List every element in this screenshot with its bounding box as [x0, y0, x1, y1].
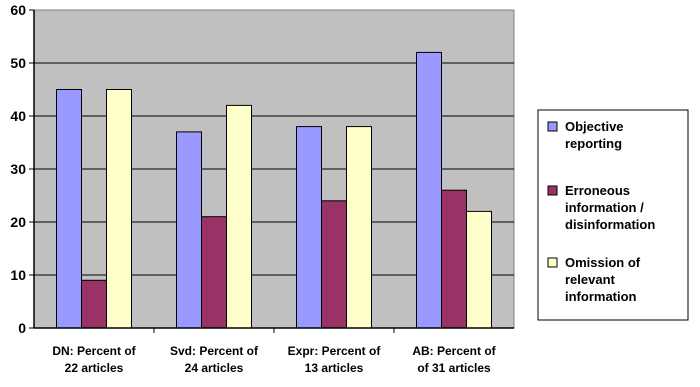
bar: [81, 279, 107, 329]
bar: [201, 216, 227, 329]
bar: [321, 200, 347, 329]
bar: [176, 131, 202, 329]
legend-label-line: Objective: [565, 119, 624, 134]
legend-label-line: disinformation: [565, 217, 655, 232]
x-tick-label-line: 24 articles: [185, 361, 244, 375]
legend-label-line: Omission of: [565, 255, 641, 270]
x-tick-label: Expr: Percent of 13 articles: [288, 344, 382, 375]
legend-swatch: [547, 185, 558, 196]
x-tick-label-line: 13 articles: [305, 361, 364, 375]
legend-label-line: Erroneous: [565, 183, 630, 198]
x-tick-label-line: Expr: Percent of: [288, 344, 382, 358]
x-tick-label-line: DN: Percent of: [52, 344, 136, 358]
legend-swatch: [547, 257, 558, 268]
legend-label-line: reporting: [565, 136, 622, 151]
x-tick-label-line: Svd: Percent of: [170, 344, 259, 358]
legend-label-line: information: [565, 289, 637, 304]
legend-swatch: [547, 121, 558, 132]
bar: [441, 189, 467, 329]
x-tick-label-line: AB: Percent of: [412, 344, 496, 358]
y-tick-label: 30: [10, 161, 26, 177]
legend-label: Erroneous information / disinformation: [565, 183, 655, 232]
legend-label-line: relevant: [565, 272, 616, 287]
legend-label-line: information /: [565, 200, 644, 215]
bar: [416, 51, 442, 329]
y-axis: 0 10 20 30 40 50 60: [10, 2, 35, 336]
bar: [466, 210, 492, 329]
bar: [296, 126, 322, 329]
x-tick-label-line: of 31 articles: [417, 361, 491, 375]
x-tick-label-line: 22 articles: [65, 361, 124, 375]
y-tick-label: 0: [18, 320, 26, 336]
bars: [56, 51, 492, 329]
legend: Objective reporting Erroneous information /…: [537, 109, 689, 321]
y-tick-label: 40: [10, 108, 26, 124]
y-tick-label: 50: [10, 55, 26, 71]
legend-label: Objective reporting: [565, 119, 624, 151]
x-axis: DN: Percent of 22 articles Svd: Percent of…: [34, 327, 514, 375]
y-tick-label: 20: [10, 214, 26, 230]
bar: [226, 104, 252, 329]
x-tick-label: Svd: Percent of 24 articles: [170, 344, 259, 375]
legend-label: Omission of relevant information: [565, 255, 641, 304]
legend-box: [537, 109, 689, 321]
bar: [346, 126, 372, 329]
y-tick-label: 10: [10, 267, 26, 283]
x-tick-label: DN: Percent of 22 articles: [52, 344, 136, 375]
x-tick-label: AB: Percent of of 31 articles: [412, 344, 496, 375]
bar: [56, 89, 82, 329]
y-tick-label: 60: [10, 2, 26, 18]
bar: [106, 89, 132, 329]
